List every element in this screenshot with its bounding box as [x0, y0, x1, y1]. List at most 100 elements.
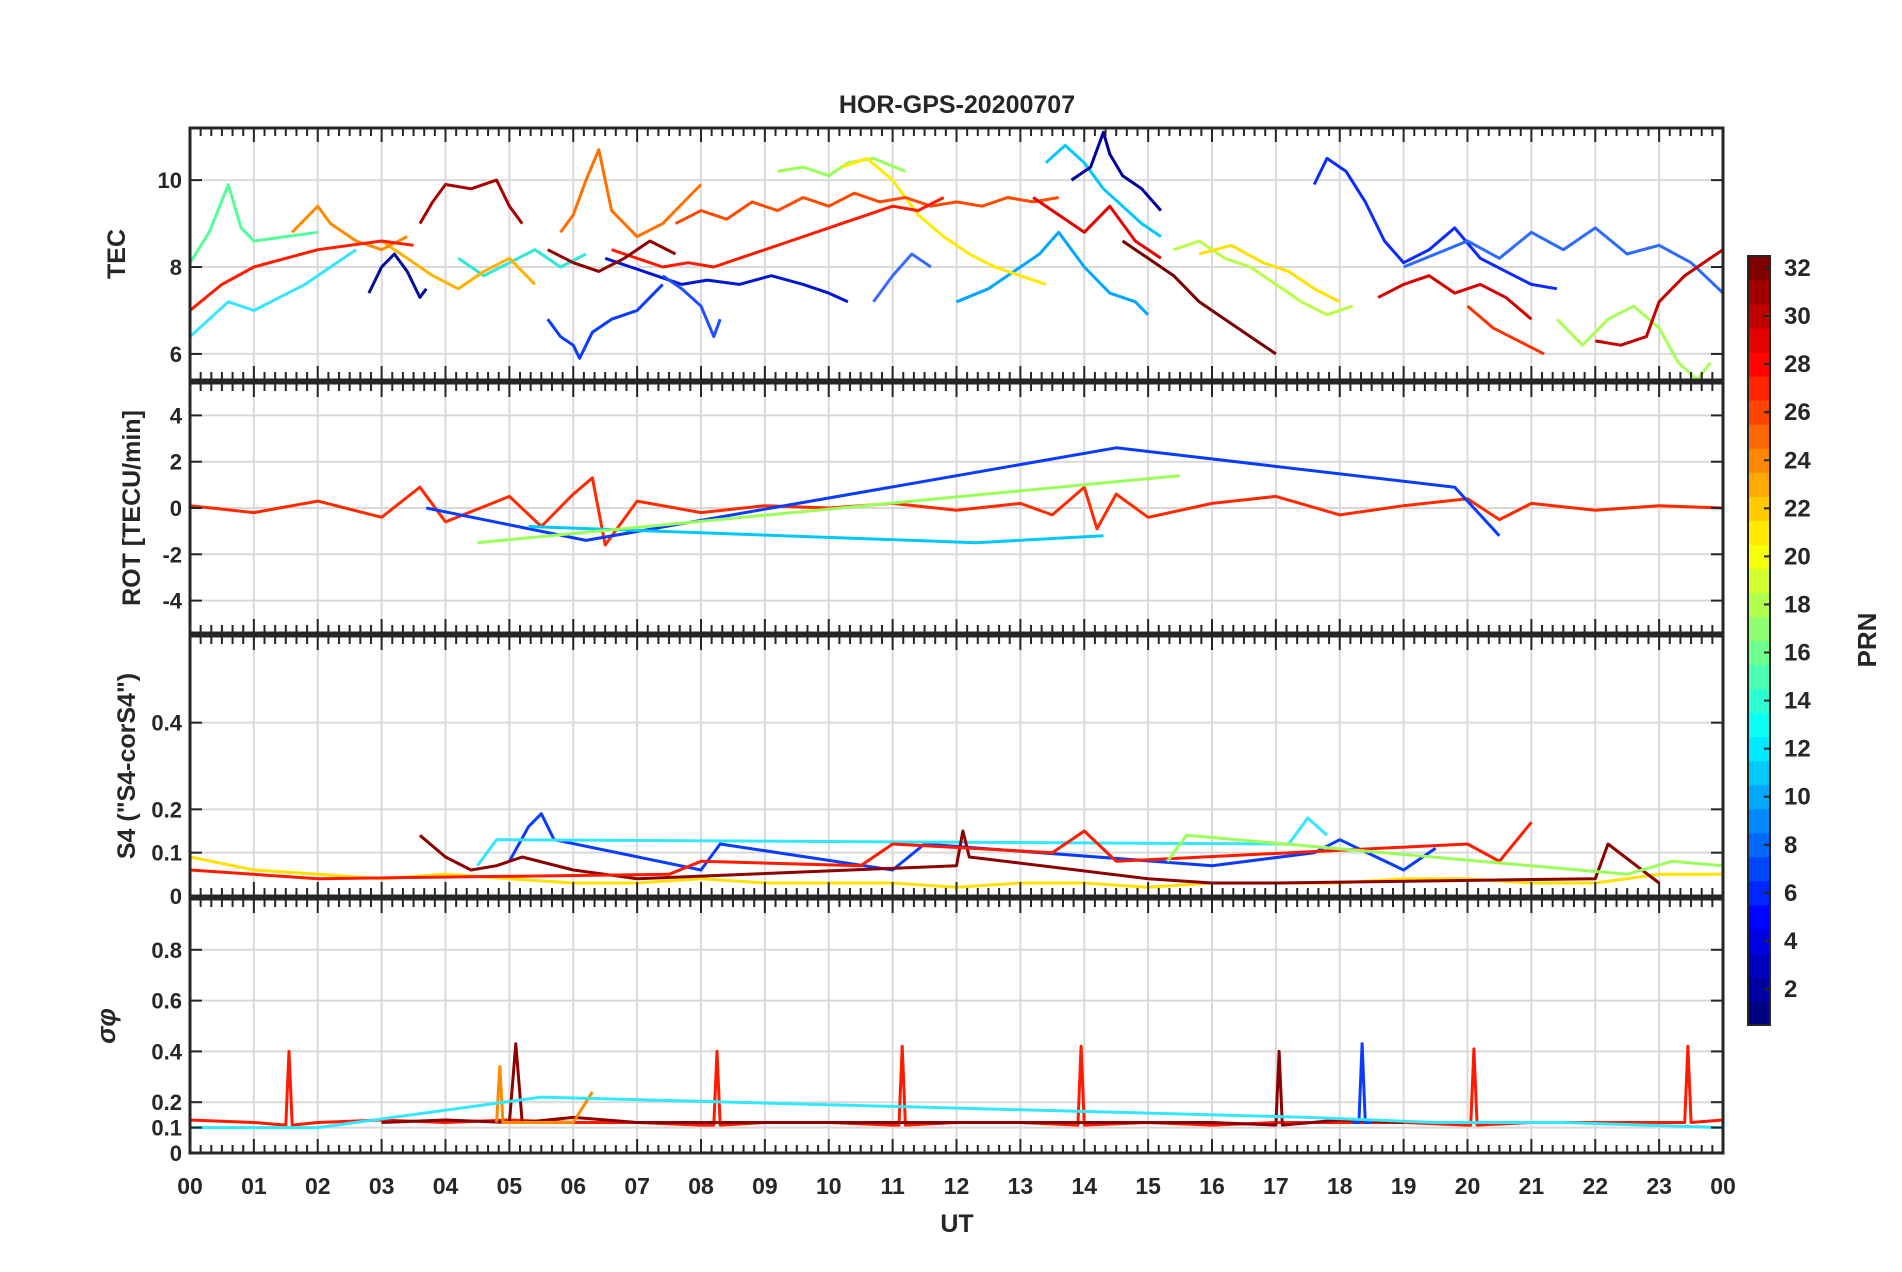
y-tick-label: 0.4 [151, 711, 182, 736]
series-line-TEC-18 [291, 204, 408, 252]
series-line-TEC-16 [1198, 243, 1341, 304]
colorbar-segment [1748, 280, 1770, 305]
colorbar-frame [1747, 255, 1771, 1026]
series-line-TEC-19 [559, 148, 703, 239]
series-line-S4-1 [508, 812, 1437, 872]
panel-frame [188, 126, 1725, 382]
panel-S4: 0 0.1 0.2 0.4 S4 ("S4-corS4") [113, 634, 1725, 909]
series-line-TEC-29 [1121, 239, 1277, 356]
y-tick-label: 0.6 [151, 989, 182, 1014]
panel-sigma_phi: 00.10.2 0.4 0.6 0.8 σφ [91, 897, 1725, 1166]
x-tick-label: 04 [433, 1173, 459, 1199]
panel-frame [188, 381, 1725, 635]
colorbar-segment [1748, 640, 1770, 666]
colorbar-tick-label: 24 [1784, 447, 1811, 474]
colorbar-segment [1748, 472, 1770, 497]
colorbar-tick-label: 4 [1784, 928, 1798, 955]
colorbar-segment [1748, 712, 1770, 738]
y-tick-label: 0.2 [151, 797, 182, 822]
colorbar-tick-label: 14 [1784, 688, 1811, 715]
y-tick-label: 2 [170, 450, 182, 475]
series-line-TEC-14 [1555, 304, 1712, 380]
x-tick-label: 12 [944, 1173, 970, 1199]
series-line-TEC-25 [1377, 274, 1533, 321]
y-tick-label: 4 [170, 403, 183, 428]
x-tick-label: 16 [1199, 1173, 1225, 1199]
series-line-TEC-13 [1173, 239, 1353, 317]
x-tick-label: 10 [816, 1173, 842, 1199]
series-line-TEC-28 [547, 239, 677, 273]
y-tick-label: 0.1 [151, 841, 182, 866]
colorbar-segment [1748, 784, 1770, 810]
series-line-TEC-24 [1032, 196, 1162, 260]
y-tick-label: 10 [158, 168, 182, 193]
colorbar-segment [1748, 808, 1770, 834]
y-tick-label: 0.8 [151, 938, 182, 963]
series-line-TEC-27 [418, 178, 524, 225]
colorbar-segment [1748, 520, 1770, 545]
colorbar-label: PRN [1852, 613, 1882, 668]
x-tick-label: 09 [752, 1173, 778, 1199]
series-group [190, 1042, 1723, 1130]
colorbar-tick-label: 32 [1784, 255, 1811, 282]
series-line-TEC-26 [1595, 248, 1723, 347]
colorbar-segment [1748, 304, 1770, 329]
series-line-TEC-1 [604, 256, 849, 304]
colorbar-tick-label: 12 [1784, 736, 1811, 763]
series-group [190, 812, 1723, 889]
colorbar-tick-label: 18 [1784, 591, 1811, 618]
y-tick-label: 8 [170, 255, 182, 280]
figure-title: HOR-GPS-20200707 [839, 91, 1075, 119]
colorbar-segment [1748, 256, 1770, 281]
x-tick-label: 19 [1391, 1173, 1417, 1199]
colorbar-tick-label: 2 [1784, 976, 1797, 1003]
y-tick-label: 0 [170, 884, 182, 909]
colorbar-segment [1748, 832, 1770, 858]
y-tick-label: -4 [162, 589, 182, 614]
series-line-TEC-8 [1044, 143, 1162, 238]
colorbar-segment [1748, 424, 1770, 449]
x-axis: 00 01 02 03 04 05 06 07 08 09 10 11 12 13 14 15 16 17 18 19… [177, 1173, 1736, 1199]
y-tick-label: 0 [170, 496, 182, 521]
x-tick-label: 15 [1135, 1173, 1161, 1199]
y-axis-label-sigma_phi: σφ [91, 1008, 121, 1044]
series-line-S4-3 [418, 829, 1661, 885]
panel-ROT: -4 -2 0 2 4 ROT [TECU/min] [118, 381, 1725, 635]
x-axis-label: UT [940, 1210, 973, 1238]
x-tick-label: 03 [369, 1173, 395, 1199]
x-tick-label: 23 [1646, 1173, 1672, 1199]
series-line-TEC-30 [1070, 130, 1163, 212]
x-tick-label: 14 [1071, 1173, 1097, 1199]
colorbar-segment [1748, 568, 1770, 594]
series-line-ROT-2 [528, 525, 1104, 545]
x-tick-label: 08 [688, 1173, 714, 1199]
colorbar-tick-label: 16 [1784, 640, 1811, 667]
series-line-sigma_phi-2 [1352, 1042, 1372, 1124]
series-line-TEC-6 [1403, 226, 1723, 295]
x-tick-label: 07 [624, 1173, 650, 1199]
colorbar-segment [1748, 904, 1770, 930]
x-tick-label: 11 [880, 1173, 905, 1199]
x-tick-label: 02 [305, 1173, 331, 1199]
colorbar-tick-label: 6 [1784, 880, 1797, 907]
panel-TEC: 6 8 10 TEC [103, 126, 1725, 382]
series-line-TEC-2 [546, 283, 664, 360]
colorbar-segment [1748, 1000, 1770, 1026]
series-line-TEC-3 [661, 274, 722, 339]
y-tick-label: 0.2 [151, 1090, 182, 1115]
colorbar-segment [1748, 376, 1770, 401]
series-line-TEC-4 [872, 252, 932, 303]
series-group [190, 446, 1723, 547]
series-line-TEC-9 [190, 248, 357, 338]
series-line-S4-5 [1166, 833, 1723, 876]
x-tick-label: 17 [1263, 1173, 1289, 1199]
colorbar-tick-label: 20 [1784, 543, 1811, 570]
colorbar-segment [1748, 736, 1770, 762]
y-axis-label-ROT: ROT [TECU/min] [118, 410, 146, 606]
colorbar-segment [1748, 328, 1770, 353]
colorbar-tick-label: 30 [1784, 303, 1811, 330]
series-line-S4-4 [190, 821, 1533, 881]
colorbar-segment [1748, 400, 1770, 425]
series-line-TEC-23 [611, 196, 945, 269]
